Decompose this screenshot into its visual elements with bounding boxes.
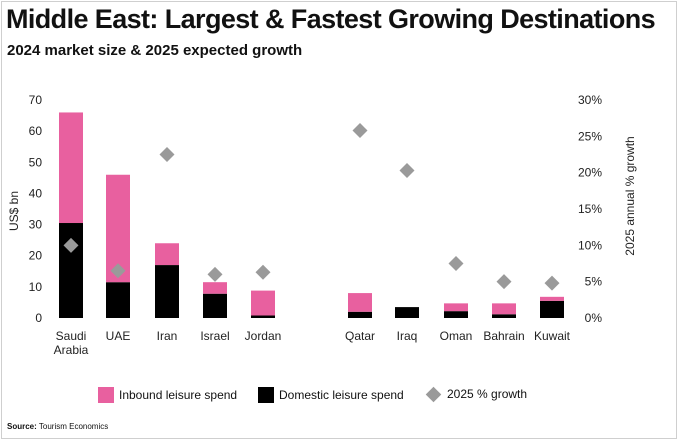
y2-tick-label: 15% bbox=[578, 202, 602, 216]
chart-subtitle: 2024 market size & 2025 expected growth bbox=[7, 42, 303, 59]
bar-domestic bbox=[203, 293, 227, 318]
bar-inbound bbox=[251, 290, 275, 316]
bar-domestic bbox=[106, 282, 130, 318]
bar-domestic bbox=[155, 265, 179, 318]
legend-swatch-growth bbox=[425, 386, 442, 402]
legend-inbound: Inbound leisure spend bbox=[98, 387, 237, 403]
bar-domestic bbox=[492, 314, 516, 318]
bar-inbound bbox=[444, 303, 468, 312]
x-tick-label: Qatar bbox=[345, 329, 375, 343]
growth-marker bbox=[544, 275, 560, 291]
chart-plot: 0 10 20 30 40 50 60 70 0% 5% 10% 15% 20% 25% 30% SaudiA… bbox=[7, 93, 637, 357]
y-tick-label: 50 bbox=[29, 155, 43, 169]
bar-inbound bbox=[540, 296, 564, 301]
growth-marker bbox=[399, 162, 415, 178]
y2-tick-label: 20% bbox=[578, 166, 602, 180]
bar-domestic bbox=[444, 311, 468, 318]
bar-domestic bbox=[348, 311, 372, 318]
x-tick-label: Bahrain bbox=[483, 329, 524, 343]
y2-axis-label: 2025 annual % growth bbox=[623, 136, 637, 255]
bar-inbound bbox=[155, 243, 179, 266]
bar-inbound bbox=[492, 303, 516, 315]
legend-swatch-inbound bbox=[98, 387, 114, 403]
y2-tick-label: 10% bbox=[578, 238, 602, 252]
growth-marker bbox=[496, 274, 512, 290]
legend-label-inbound: Inbound leisure spend bbox=[119, 388, 238, 402]
x-tick-label: Iraq bbox=[397, 329, 418, 343]
y-tick-label: 30 bbox=[29, 218, 43, 232]
chart-legend: Inbound leisure spend Domestic leisure s… bbox=[0, 384, 680, 408]
x-tick-label: Oman bbox=[440, 329, 473, 343]
y2-tick-label: 25% bbox=[578, 129, 602, 143]
growth-marker bbox=[255, 264, 271, 280]
y-axis-label: US$ bn bbox=[7, 191, 21, 231]
y2-tick-label: 5% bbox=[585, 275, 603, 289]
x-tick-label: UAE bbox=[106, 329, 131, 343]
bar-domestic bbox=[540, 300, 564, 318]
x-tick-label: Jordan bbox=[245, 329, 282, 343]
growth-marker bbox=[207, 266, 223, 282]
source-label: Source: bbox=[7, 422, 37, 431]
chart-title: Middle East: Largest & Fastest Growing D… bbox=[6, 4, 656, 34]
y-tick-label: 60 bbox=[29, 124, 43, 138]
x-tick-label: Israel bbox=[200, 329, 229, 343]
x-tick-label: Saudi bbox=[56, 329, 87, 343]
legend-growth: 2025 % growth bbox=[425, 386, 528, 402]
x-tick-label: Arabia bbox=[54, 343, 89, 357]
bar-domestic bbox=[395, 307, 419, 318]
bar-inbound bbox=[348, 293, 372, 312]
growth-marker bbox=[110, 263, 126, 279]
y-tick-label: 70 bbox=[29, 93, 43, 107]
bar-inbound bbox=[203, 282, 227, 294]
y-tick-label: 40 bbox=[29, 186, 43, 200]
x-tick-label: Iran bbox=[157, 329, 178, 343]
source-text: Tourism Economics bbox=[38, 422, 109, 431]
y-tick-label: 0 bbox=[35, 311, 42, 325]
legend-label-domestic: Domestic leisure spend bbox=[279, 388, 404, 402]
growth-marker bbox=[352, 123, 368, 139]
legend-swatch-domestic bbox=[258, 387, 274, 403]
bar-domestic bbox=[59, 223, 83, 318]
growth-marker bbox=[63, 237, 79, 253]
growth-marker bbox=[159, 147, 175, 162]
legend-label-growth: 2025 % growth bbox=[447, 387, 528, 401]
legend-domestic: Domestic leisure spend bbox=[258, 387, 404, 403]
y-tick-label: 20 bbox=[29, 249, 43, 263]
x-tick-label: Kuwait bbox=[534, 329, 571, 343]
y2-tick-label: 30% bbox=[578, 93, 602, 107]
bar-inbound bbox=[59, 112, 83, 224]
bar-domestic bbox=[251, 315, 275, 318]
source-note: Source: Tourism Economics bbox=[7, 422, 108, 431]
y-tick-label: 10 bbox=[29, 280, 43, 294]
y2-tick-label: 0% bbox=[585, 311, 603, 325]
growth-marker bbox=[448, 256, 464, 271]
